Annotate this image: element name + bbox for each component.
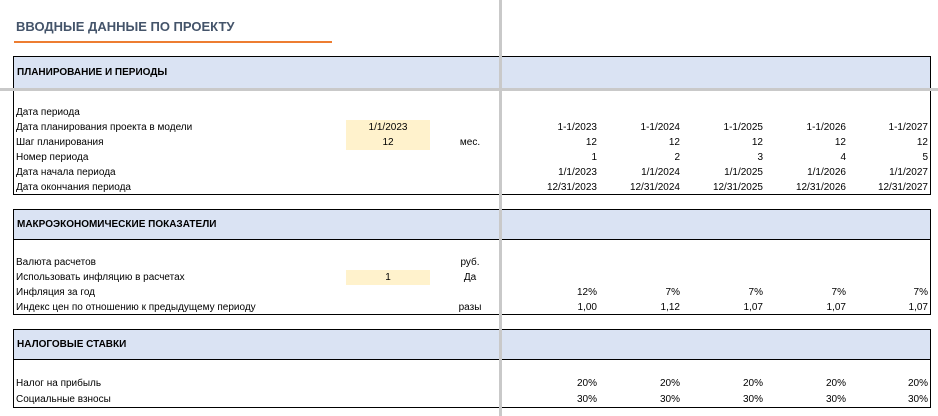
row-label: Использовать инфляцию в расчетах <box>16 272 185 283</box>
row-label: Номер периода <box>16 152 89 163</box>
value-cell[interactable]: 3 <box>757 152 763 163</box>
page-title: ВВОДНЫЕ ДАННЫЕ ПО ПРОЕКТУ <box>16 19 235 34</box>
value-cell[interactable]: 2 <box>674 152 680 163</box>
row-label: Социальные взносы <box>16 394 111 405</box>
value-cell[interactable]: 5 <box>922 152 928 163</box>
section-header-macro[interactable]: МАКРОЭКОНОМИЧЕСКИЕ ПОКАЗАТЕЛИ <box>13 209 931 240</box>
value-cell[interactable]: 12/31/2023 <box>546 182 597 193</box>
value-cell[interactable]: 1/1/2024 <box>641 167 680 178</box>
row-period-end[interactable]: Дата окончания периода 12/31/2023 12/31/… <box>14 180 930 195</box>
value-cell[interactable]: 20% <box>742 378 763 389</box>
value-cell[interactable]: 12 <box>751 137 763 148</box>
value-cell[interactable]: 12/31/2027 <box>877 182 928 193</box>
value-cell[interactable]: 12/31/2024 <box>629 182 680 193</box>
unit-cell: руб. <box>460 257 480 268</box>
value-cell[interactable]: 12 <box>834 137 846 148</box>
value-cell[interactable]: 1,00 <box>577 302 597 313</box>
row-label: Дата начала периода <box>16 167 116 178</box>
value-cell[interactable]: 30% <box>576 394 597 405</box>
value-cell[interactable]: 1,07 <box>908 302 928 313</box>
value-cell[interactable]: 12% <box>576 287 597 298</box>
row-currency[interactable]: Валюта расчетов руб. <box>14 255 930 270</box>
section-header-label: МАКРОЭКОНОМИЧЕСКИЕ ПОКАЗАТЕЛИ <box>17 219 217 230</box>
value-cell[interactable]: 7% <box>831 287 846 298</box>
row-price-index[interactable]: Индекс цен по отношению к предыдущему пе… <box>14 300 930 315</box>
value-cell[interactable]: 1-1/2025 <box>723 122 763 133</box>
value-cell[interactable]: 12/31/2025 <box>712 182 763 193</box>
value-cell[interactable]: 1,07 <box>826 302 846 313</box>
value-cell[interactable]: 30% <box>742 394 763 405</box>
value-cell[interactable]: 30% <box>659 394 680 405</box>
value-cell[interactable]: 7% <box>748 287 763 298</box>
section-header-tax[interactable]: НАЛОГОВЫЕ СТАВКИ <box>13 329 931 360</box>
value-cell[interactable]: 1/1/2027 <box>889 167 928 178</box>
section-header-label: ПЛАНИРОВАНИЕ И ПЕРИОДЫ <box>17 67 168 78</box>
value-cell[interactable]: 20% <box>825 378 846 389</box>
value-cell[interactable]: 20% <box>576 378 597 389</box>
input-cell-planning-step[interactable]: 12 <box>346 135 430 150</box>
value-cell[interactable]: 30% <box>907 394 928 405</box>
value-cell[interactable]: 1 <box>591 152 597 163</box>
section-frame-macro <box>13 240 931 315</box>
row-period-number[interactable]: Номер периода 1 2 3 4 5 <box>14 150 930 165</box>
row-use-inflation[interactable]: Использовать инфляцию в расчетах 1 Да <box>14 270 930 285</box>
freeze-pane-vertical-divider[interactable] <box>499 0 502 416</box>
unit-cell: мес. <box>459 137 481 148</box>
row-period-start[interactable]: Дата начала периода 1/1/2023 1/1/2024 1/… <box>14 165 930 180</box>
value-cell[interactable]: 7% <box>665 287 680 298</box>
value-cell[interactable]: 1/1/2023 <box>558 167 597 178</box>
section-frame-tax <box>13 360 931 408</box>
unit-cell: разы <box>458 302 482 313</box>
value-cell[interactable]: 12 <box>916 137 928 148</box>
row-label: Налог на прибыль <box>16 378 102 389</box>
value-cell[interactable]: 12 <box>585 137 597 148</box>
value-cell[interactable]: 30% <box>825 394 846 405</box>
row-label: Дата периода <box>16 107 80 118</box>
value-cell[interactable]: 1-1/2024 <box>640 122 680 133</box>
value-cell[interactable]: 1-1/2023 <box>557 122 597 133</box>
row-social-contributions[interactable]: Социальные взносы 30% 30% 30% 30% 30% <box>14 392 930 407</box>
value-cell[interactable]: 1/1/2025 <box>724 167 763 178</box>
section-header-label: НАЛОГОВЫЕ СТАВКИ <box>17 339 127 350</box>
input-cell-use-inflation[interactable]: 1 <box>346 270 430 285</box>
input-cell-planning-date[interactable]: 1/1/2023 <box>346 120 430 135</box>
section-frame-planning <box>13 89 931 195</box>
value-cell[interactable]: 7% <box>913 287 928 298</box>
row-label: Инфляция за год <box>16 287 96 298</box>
value-cell[interactable]: 1-1/2027 <box>888 122 928 133</box>
row-period-date[interactable]: Дата периода <box>14 105 930 120</box>
title-underline <box>14 41 332 43</box>
unit-cell: Да <box>463 272 477 283</box>
value-cell[interactable]: 20% <box>907 378 928 389</box>
row-planning-date[interactable]: Дата планирования проекта в модели 1/1/2… <box>14 120 930 135</box>
row-label: Валюта расчетов <box>16 257 96 268</box>
row-profit-tax[interactable]: Налог на прибыль 20% 20% 20% 20% 20% <box>14 376 930 391</box>
row-inflation[interactable]: Инфляция за год 12% 7% 7% 7% 7% <box>14 285 930 300</box>
section-header-planning[interactable]: ПЛАНИРОВАНИЕ И ПЕРИОДЫ <box>13 56 931 89</box>
value-cell[interactable]: 1/1/2026 <box>807 167 846 178</box>
row-label: Шаг планирования <box>16 137 104 148</box>
freeze-pane-horizontal-divider[interactable] <box>0 88 938 91</box>
value-cell[interactable]: 1,12 <box>660 302 680 313</box>
row-label: Дата окончания периода <box>16 182 131 193</box>
value-cell[interactable]: 1,07 <box>743 302 763 313</box>
row-label: Индекс цен по отношению к предыдущему пе… <box>16 302 256 313</box>
value-cell[interactable]: 4 <box>840 152 846 163</box>
value-cell[interactable]: 12 <box>668 137 680 148</box>
row-planning-step[interactable]: Шаг планирования 12 мес. 12 12 12 12 12 <box>14 135 930 150</box>
value-cell[interactable]: 1-1/2026 <box>806 122 846 133</box>
row-label: Дата планирования проекта в модели <box>16 122 193 133</box>
value-cell[interactable]: 12/31/2026 <box>795 182 846 193</box>
value-cell[interactable]: 20% <box>659 378 680 389</box>
